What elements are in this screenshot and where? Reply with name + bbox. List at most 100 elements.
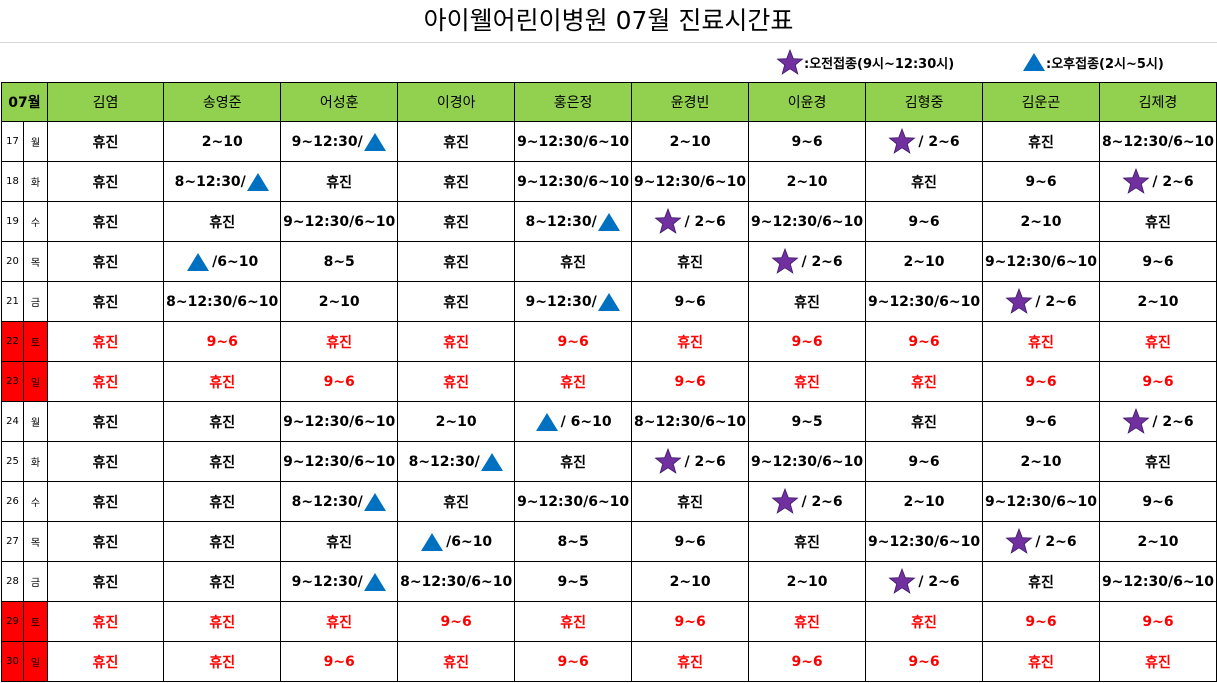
schedule-cell-text: 8~5 — [557, 533, 589, 550]
schedule-cell: 9~6 — [631, 521, 750, 562]
schedule-cell: 휴진 — [1098, 441, 1217, 482]
schedule-cell-content: 9~6 — [324, 374, 355, 390]
schedule-cell-text: 휴진 — [677, 334, 703, 351]
schedule-cell-text: 2~10 — [669, 573, 711, 590]
schedule-cell-text: 휴진 — [443, 374, 470, 391]
schedule-cell-content: 2~10 — [904, 254, 945, 270]
schedule-cell-text: 2~10 — [435, 413, 477, 430]
schedule-cell-text: 9~6 — [1025, 413, 1057, 430]
schedule-cell: 휴진 — [397, 481, 516, 522]
doctor-header: 이경아 — [397, 82, 516, 122]
schedule-cell: 9~12:30/6~10 — [865, 281, 984, 322]
schedule-cell: / 2~6 — [982, 521, 1100, 562]
triangle-icon — [1022, 52, 1046, 72]
schedule-cell-content: 9~12:30/6~10 — [751, 454, 863, 470]
schedule-cell: 9~6 — [982, 161, 1100, 202]
schedule-cell-text: 휴진 — [326, 534, 353, 551]
schedule-cell: / 6~10 — [514, 401, 633, 442]
schedule-cell-text: 9~6 — [674, 293, 706, 310]
schedule-cell: 휴진 — [865, 601, 984, 642]
schedule-cell: 휴진 — [280, 161, 399, 202]
schedule-cell-text: / 2~6 — [918, 133, 960, 150]
schedule-cell-text: 9~6 — [1142, 373, 1174, 390]
schedule-cell: 9~6 — [1098, 601, 1217, 642]
schedule-cell-text: 9~12:30/6~10 — [283, 413, 396, 430]
schedule-cell-content: 9~12:30/6~10 — [985, 254, 1097, 270]
doctor-header: 김형중 — [865, 82, 984, 122]
star-icon — [1005, 288, 1033, 315]
schedule-cell-text: 9~5 — [557, 573, 589, 590]
schedule-cell: 휴진 — [514, 441, 633, 482]
schedule-cell: / 2~6 — [982, 281, 1100, 322]
schedule-cell-content: / 2~6 — [888, 568, 960, 595]
day-cell: 22 — [1, 321, 24, 362]
legend: :오전접종(9시~12:30시) :오후접종(2시~5시) — [0, 42, 1217, 82]
schedule-cell-text: 8~5 — [323, 253, 355, 270]
schedule-cell-text: 휴진 — [209, 494, 236, 511]
star-icon — [1005, 528, 1033, 555]
schedule-cell: 9~6 — [631, 281, 750, 322]
schedule-cell-text: 휴진 — [911, 614, 937, 631]
schedule-cell-text: 휴진 — [1145, 454, 1171, 471]
schedule-cell-content: 휴진 — [443, 132, 469, 152]
schedule-cell-content: 2~10 — [202, 134, 243, 150]
schedule-cell: 9~5 — [748, 401, 867, 442]
schedule-cell: 휴진 — [46, 441, 165, 482]
schedule-cell-text: 9~12:30/ — [291, 133, 363, 150]
schedule-cell: 9~6 — [514, 321, 633, 362]
schedule-cell-content: 9~12:30/6~10 — [868, 294, 980, 310]
star-icon — [771, 488, 800, 515]
schedule-cell-text: /6~10 — [212, 253, 259, 270]
schedule-cell: 9~6 — [397, 601, 516, 642]
schedule-cell: 9~12:30/6~10 — [280, 401, 399, 442]
table-row: 30 일 휴진 휴진 9~6 휴진 9~6 휴진 9~6 9~6 휴진 휴진 — [1, 641, 1217, 682]
schedule-cell-text: 휴진 — [443, 294, 470, 311]
schedule-cell-content: 9~6 — [1142, 494, 1173, 510]
schedule-cell-text: 9~6 — [557, 653, 589, 670]
schedule-cell-text: 2~10 — [903, 253, 945, 270]
schedule-cell-content: 휴진 — [794, 532, 820, 552]
schedule-cell-content: 휴진 — [93, 652, 119, 672]
triangle-icon — [420, 532, 444, 552]
schedule-cell-text: 휴진 — [1145, 334, 1171, 351]
schedule-cell: 휴진 — [46, 281, 165, 322]
schedule-cell-text: 9~6 — [674, 613, 706, 630]
schedule-cell-content: 9~6 — [674, 294, 705, 310]
schedule-cell-text: 휴진 — [92, 174, 119, 191]
doctor-header: 어성훈 — [280, 82, 399, 122]
star-icon — [776, 48, 804, 76]
weekday-cell: 화 — [22, 161, 48, 202]
schedule-cell: 휴진 — [163, 521, 282, 562]
weekday-cell: 목 — [22, 241, 48, 282]
schedule-cell-content: 휴진 — [209, 612, 235, 632]
schedule-cell-content: 9~12:30/6~10 — [283, 414, 395, 430]
schedule-cell-text: 9~6 — [1142, 253, 1174, 270]
schedule-cell: 휴진 — [397, 281, 516, 322]
schedule-cell-content: 2~10 — [436, 414, 477, 430]
schedule-cell-text: 휴진 — [1028, 574, 1054, 591]
schedule-cell-text: / 2~6 — [684, 213, 726, 230]
star-icon — [888, 128, 916, 155]
schedule-cell-content: 휴진 — [911, 172, 937, 192]
schedule-cell: 8~12:30/ — [397, 441, 516, 482]
doctor-header: 송영준 — [163, 82, 282, 122]
schedule-cell: / 2~6 — [865, 561, 984, 602]
schedule-cell-content: / 2~6 — [771, 248, 843, 275]
triangle-icon — [480, 452, 504, 472]
schedule-cell: / 2~6 — [631, 441, 750, 482]
schedule-cell-text: / 2~6 — [801, 493, 843, 510]
schedule-cell-content: 휴진 — [443, 252, 469, 272]
schedule-cell: 2~10 — [982, 441, 1100, 482]
schedule-cell-content: 9~6 — [908, 454, 939, 470]
schedule-cell-text: 휴진 — [209, 534, 236, 551]
weekday-cell: 수 — [22, 481, 48, 522]
schedule-cell-text: 2~10 — [786, 173, 828, 190]
schedule-cell-content: 휴진 — [794, 612, 820, 632]
schedule-cell-content: 2~10 — [787, 574, 828, 590]
triangle-icon — [363, 492, 387, 512]
schedule-cell-content: 2~10 — [904, 494, 945, 510]
schedule-cell-content: 9~12:30/ — [292, 132, 387, 152]
schedule-cell-content: 8~5 — [324, 254, 355, 270]
schedule-cell-text: 9~6 — [908, 333, 940, 350]
schedule-cell-text: 9~12:30/ — [291, 573, 363, 590]
